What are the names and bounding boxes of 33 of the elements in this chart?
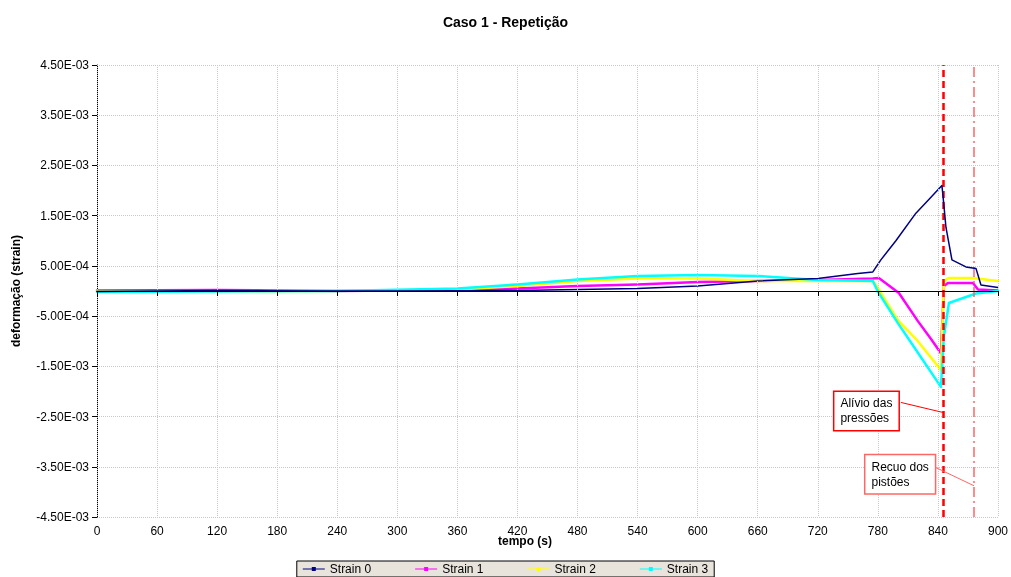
- x-tick-label: 780: [867, 524, 889, 538]
- ref-line-label: Recuo dos pistões: [871, 459, 929, 489]
- y-axis-title: deformação (strain): [9, 234, 23, 348]
- ref-line-label: Alívio das pressões: [840, 396, 893, 426]
- y-tick-label: 2.50E-03: [40, 158, 90, 173]
- x-tick-label: 0: [93, 524, 101, 538]
- x-tick-label: 60: [150, 524, 165, 538]
- y-tick-label: -4.50E-03: [36, 510, 90, 524]
- legend-label: Strain 2: [554, 562, 597, 576]
- legend-label: Strain 1: [442, 562, 484, 576]
- x-tick-label: 360: [447, 524, 468, 538]
- y-tick-label: 5.00E-04: [40, 258, 90, 273]
- x-tick-label: 240: [327, 524, 348, 538]
- x-tick-label: 900: [987, 524, 1009, 538]
- y-tick-label: -1.50E-03: [36, 359, 90, 374]
- x-tick-label: 180: [267, 524, 288, 538]
- x-tick-label: 300: [387, 524, 408, 538]
- legend-label: Strain 0: [329, 562, 372, 576]
- x-tick-label: 720: [807, 524, 829, 538]
- y-tick-label: -5.00E-04: [36, 309, 90, 324]
- y-tick-label: 3.50E-03: [40, 108, 90, 123]
- y-tick-label: 4.50E-03: [40, 58, 90, 72]
- x-tick-label: 660: [747, 524, 769, 538]
- y-tick-label: 1.50E-03: [40, 208, 90, 223]
- x-tick-label: 600: [687, 524, 708, 538]
- chart-title: Caso 1 - Repetição: [442, 14, 569, 30]
- x-tick-label: 120: [207, 524, 228, 538]
- x-tick-label: 840: [927, 524, 949, 538]
- x-tick-label: 480: [567, 524, 588, 538]
- x-tick-label: 540: [627, 524, 648, 538]
- y-tick-label: -2.50E-03: [36, 409, 90, 424]
- legend-label: Strain 3: [666, 562, 709, 576]
- y-tick-label: -3.50E-03: [36, 459, 90, 474]
